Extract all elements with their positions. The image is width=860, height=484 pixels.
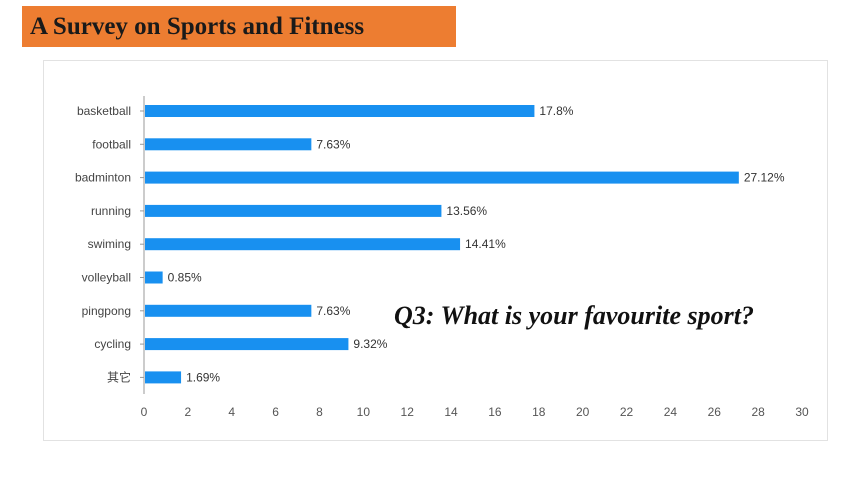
bars: basketball 17.8% football 7.63% badminton 27.… bbox=[75, 104, 785, 384]
category-label-1: football bbox=[92, 137, 131, 151]
x-tick-label-0: 0 bbox=[141, 405, 148, 419]
value-label-7: 9.32% bbox=[353, 337, 387, 351]
value-label-3: 13.56% bbox=[446, 204, 487, 218]
category-label-5: volleyball bbox=[82, 271, 131, 285]
x-tick-label-12: 12 bbox=[401, 405, 415, 419]
category-label-6: pingpong bbox=[82, 304, 131, 318]
value-label-0: 17.8% bbox=[539, 104, 573, 118]
bar-chart: 0 2 4 6 8 10 12 14 16 18 20 22 24 26 28 30 basketball 17… bbox=[75, 96, 809, 419]
bar-4 bbox=[145, 238, 461, 251]
page-title: A Survey on Sports and Fitness bbox=[30, 12, 365, 40]
value-label-1: 7.63% bbox=[316, 137, 350, 151]
bar-7 bbox=[145, 338, 349, 351]
x-tick-label-28: 28 bbox=[751, 405, 765, 419]
category-label-3: running bbox=[91, 204, 131, 218]
x-tick-label-14: 14 bbox=[444, 405, 458, 419]
x-axis-ticks: 0 2 4 6 8 10 12 14 16 18 20 22 24 26 28 30 bbox=[141, 405, 809, 419]
bar-8 bbox=[145, 371, 182, 384]
question-text: Q3: What is your favourite sport? bbox=[394, 301, 754, 330]
x-tick-label-20: 20 bbox=[576, 405, 590, 419]
bar-3 bbox=[145, 204, 442, 217]
value-label-2: 27.12% bbox=[744, 171, 785, 185]
x-tick-label-18: 18 bbox=[532, 405, 546, 419]
x-tick-label-22: 22 bbox=[620, 405, 634, 419]
x-tick-label-2: 2 bbox=[185, 405, 192, 419]
x-tick-label-4: 4 bbox=[228, 405, 235, 419]
value-label-5: 0.85% bbox=[168, 271, 202, 285]
category-label-7: cycling bbox=[94, 337, 131, 351]
bar-1 bbox=[145, 138, 312, 151]
x-tick-label-6: 6 bbox=[272, 405, 279, 419]
value-label-6: 7.63% bbox=[316, 304, 350, 318]
x-tick-label-8: 8 bbox=[316, 405, 323, 419]
x-tick-label-10: 10 bbox=[357, 405, 371, 419]
category-label-2: badminton bbox=[75, 171, 131, 185]
category-label-8: 其它 bbox=[107, 369, 131, 384]
x-tick-label-26: 26 bbox=[708, 405, 722, 419]
value-label-4: 14.41% bbox=[465, 237, 506, 251]
x-tick-label-16: 16 bbox=[488, 405, 502, 419]
bar-5 bbox=[145, 271, 163, 284]
bar-2 bbox=[145, 171, 739, 184]
chart-panel: 0 2 4 6 8 10 12 14 16 18 20 22 24 26 28 30 basketball 17… bbox=[43, 60, 828, 441]
category-label-0: basketball bbox=[77, 104, 131, 118]
category-label-4: swiming bbox=[88, 237, 131, 251]
x-tick-label-30: 30 bbox=[795, 405, 809, 419]
x-tick-label-24: 24 bbox=[664, 405, 678, 419]
bar-6 bbox=[145, 304, 312, 317]
bar-0 bbox=[145, 105, 535, 117]
value-label-8: 1.69% bbox=[186, 370, 220, 384]
title-banner: A Survey on Sports and Fitness bbox=[22, 6, 456, 47]
